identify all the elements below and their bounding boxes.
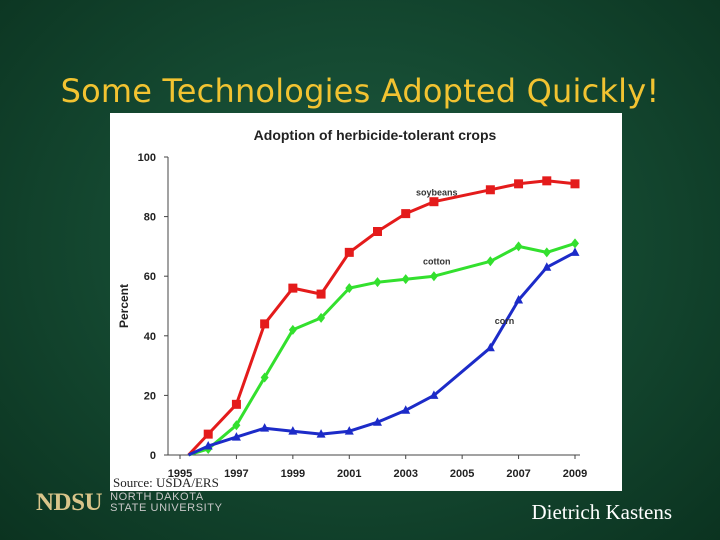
series-label-cotton: cotton [423, 256, 451, 266]
logo-wordmark: NDSU [36, 489, 103, 516]
data-point-corn [485, 342, 495, 352]
data-point-soybeans [203, 429, 213, 439]
data-point-corn [231, 432, 241, 441]
data-point-soybeans [514, 179, 524, 189]
x-tick-label: 2007 [506, 468, 530, 480]
chart-title: Adoption of herbicide-tolerant crops [254, 127, 497, 143]
data-point-cotton [429, 271, 438, 282]
data-point-soybeans [231, 399, 241, 409]
y-tick-label: 80 [144, 212, 156, 224]
y-tick-label: 60 [144, 271, 156, 283]
chart-svg: Adoption of herbicide-tolerant crops Per… [117, 127, 587, 480]
source-note: Source: USDA/ERS [113, 475, 219, 490]
data-point-cotton [260, 372, 269, 383]
data-point-cotton [373, 277, 382, 288]
x-tick-label: 1999 [281, 468, 305, 480]
data-point-soybeans [485, 185, 495, 195]
y-tick-label: 20 [144, 390, 156, 402]
x-tick-label: 2005 [450, 468, 474, 480]
author-name: Dietrich Kastens [531, 500, 672, 524]
logo-subtitle-line2: STATE UNIVERSITY [110, 502, 223, 514]
data-point-soybeans [288, 283, 298, 293]
series-line-cotton [188, 241, 576, 457]
data-point-soybeans [401, 209, 411, 219]
series-label-corn: corn [495, 316, 515, 326]
data-point-corn [429, 390, 439, 399]
data-point-cotton [571, 238, 579, 249]
data-point-soybeans [373, 227, 382, 236]
data-point-corn [344, 426, 354, 435]
data-point-corn [260, 423, 270, 432]
data-point-corn [401, 405, 411, 414]
x-tick-label: 2009 [563, 468, 587, 480]
data-point-cotton [345, 283, 354, 294]
data-point-cotton [288, 324, 297, 335]
data-point-corn [570, 247, 580, 256]
data-point-corn [373, 417, 382, 426]
y-tick-label: 100 [138, 152, 156, 164]
data-point-corn [316, 429, 326, 438]
ndsu-logo: NDSU NORTH DAKOTA STATE UNIVERSITY [36, 488, 223, 518]
y-axis-label: Percent [117, 284, 131, 328]
x-tick-label: 2001 [337, 468, 361, 480]
data-point-soybeans [429, 197, 439, 207]
data-point-soybeans [344, 247, 354, 257]
series-line-corn [187, 251, 576, 457]
data-point-corn [542, 262, 552, 271]
chart-panel: Adoption of herbicide-tolerant crops Per… [110, 113, 622, 491]
slide-title: Some Technologies Adopted Quickly! [60, 72, 660, 110]
logo-subtitle-line1: NORTH DAKOTA [110, 491, 204, 503]
data-point-cotton [514, 241, 523, 252]
data-point-corn [514, 295, 524, 304]
series-line-soybeans [187, 179, 576, 457]
data-point-cotton [401, 274, 410, 285]
data-point-corn [203, 441, 213, 450]
data-point-soybeans [260, 319, 270, 329]
data-point-cotton [542, 247, 551, 258]
data-point-cotton [232, 420, 241, 431]
data-point-corn [288, 426, 298, 435]
series-label-soybeans: soybeans [416, 188, 458, 198]
data-point-soybeans [316, 289, 326, 299]
data-point-soybeans [570, 179, 580, 189]
x-tick-label: 1997 [224, 468, 248, 480]
x-tick-label: 2003 [393, 468, 417, 480]
x-tick-label: 1995 [168, 468, 192, 480]
data-point-cotton [317, 312, 326, 323]
logo-subtitle: NORTH DAKOTA STATE UNIVERSITY [110, 492, 222, 514]
data-point-soybeans [542, 176, 552, 186]
y-tick-label: 40 [144, 331, 156, 343]
y-tick-label: 0 [150, 450, 156, 462]
data-point-cotton [486, 256, 495, 267]
